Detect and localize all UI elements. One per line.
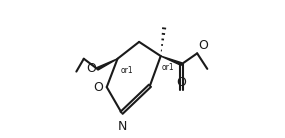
Text: or1: or1 (162, 63, 175, 72)
Text: O: O (86, 62, 96, 75)
Text: O: O (93, 81, 103, 94)
Polygon shape (97, 59, 117, 70)
Text: or1: or1 (121, 66, 134, 75)
Text: O: O (177, 76, 187, 89)
Polygon shape (161, 56, 182, 65)
Text: O: O (198, 39, 208, 52)
Text: N: N (118, 120, 127, 133)
